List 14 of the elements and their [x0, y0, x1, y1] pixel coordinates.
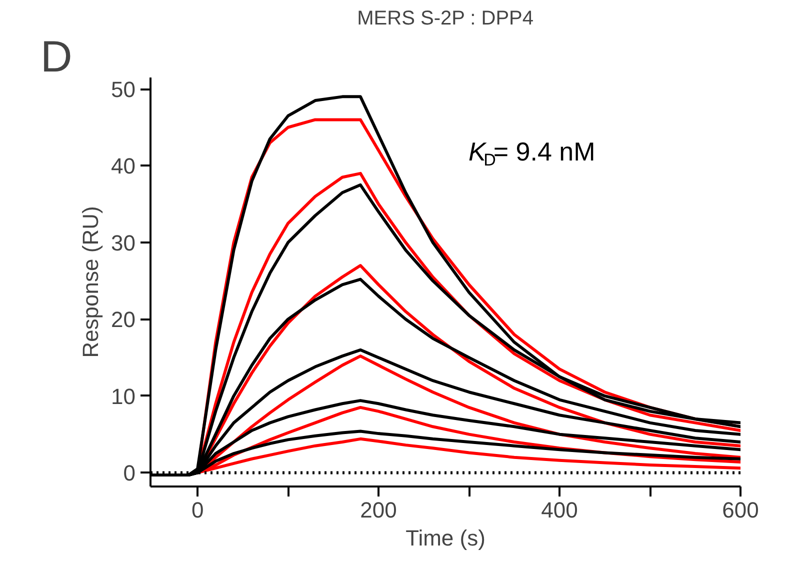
y-tick-label: 40 — [111, 154, 136, 179]
y-tick-label: 50 — [111, 77, 136, 102]
y-tick-label: 30 — [111, 230, 136, 256]
y-tick-label: 10 — [111, 384, 136, 409]
text: D — [40, 32, 72, 82]
y-tick-label: 20 — [111, 307, 136, 332]
y-tick-label: 0 — [123, 460, 136, 486]
chart-title: MERS S-2P : DPP4 — [357, 8, 534, 30]
y-axis-title: Response (RU) — [78, 206, 104, 358]
x-tick-label: 600 — [722, 498, 759, 522]
x-tick-label: 200 — [360, 498, 397, 522]
x-tick-label: 400 — [541, 498, 578, 522]
x-tick-label: 0 — [191, 498, 204, 522]
x-axis-title: Time (s) — [406, 526, 486, 550]
